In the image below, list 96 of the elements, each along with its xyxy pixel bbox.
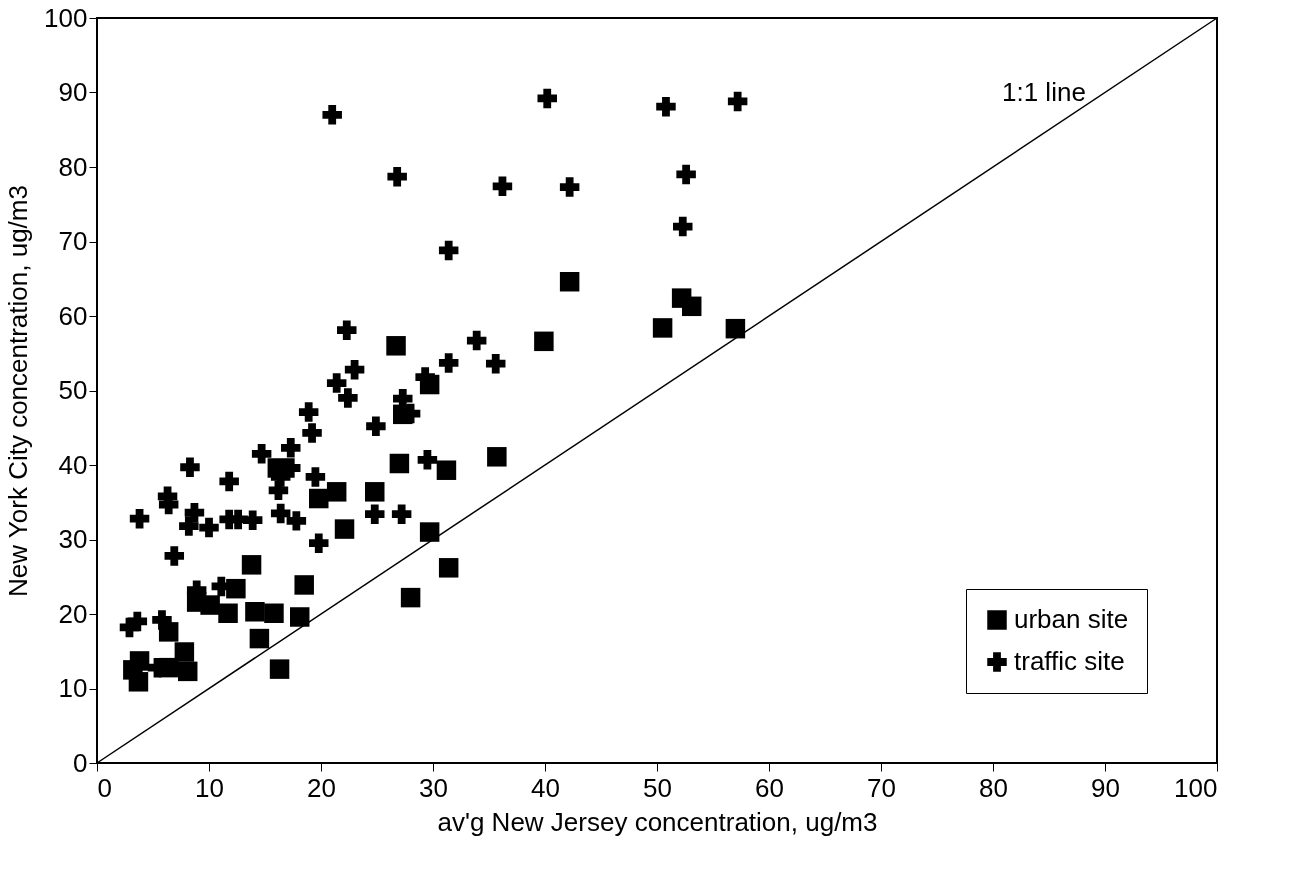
point <box>417 450 438 470</box>
point <box>251 444 272 464</box>
point <box>322 105 342 125</box>
point <box>294 575 314 595</box>
point <box>487 447 507 467</box>
point <box>559 177 580 197</box>
y-tick-label: 40 <box>58 449 88 480</box>
point <box>387 166 407 187</box>
point <box>334 519 355 539</box>
point <box>174 642 195 662</box>
point <box>180 457 200 477</box>
y-tick-label: 100 <box>44 2 88 33</box>
point <box>152 610 172 630</box>
x-tick-label: 0 <box>97 772 112 803</box>
point <box>725 318 746 339</box>
point <box>438 353 459 373</box>
point <box>337 320 357 340</box>
point <box>436 460 457 480</box>
x-tick-label: 80 <box>979 772 1008 803</box>
y-tick-label: 30 <box>58 524 88 554</box>
point <box>286 511 307 531</box>
x-tick-label: 20 <box>307 772 336 803</box>
point <box>727 91 748 112</box>
point <box>199 517 219 538</box>
point <box>309 488 329 509</box>
point <box>128 672 149 692</box>
point <box>652 318 673 338</box>
x-tick-label: 30 <box>419 772 448 803</box>
y-tick-label: 20 <box>58 598 88 629</box>
x-tick-label: 100 <box>1174 772 1218 803</box>
point <box>249 628 270 649</box>
point <box>534 331 554 352</box>
point <box>438 240 459 261</box>
point <box>242 510 263 530</box>
y-tick-label: 10 <box>58 673 88 703</box>
point <box>681 296 702 317</box>
point <box>366 416 386 437</box>
point <box>268 480 289 501</box>
point <box>365 504 385 524</box>
point <box>400 587 421 608</box>
x-tick-label: 60 <box>755 772 784 803</box>
point <box>676 164 696 185</box>
point <box>218 603 238 623</box>
point <box>241 555 262 575</box>
point <box>302 423 322 443</box>
point <box>289 607 310 627</box>
x-tick-label: 40 <box>531 772 560 803</box>
point <box>281 438 301 458</box>
y-tick-label: 80 <box>58 151 88 182</box>
point <box>270 503 291 524</box>
point <box>179 516 199 536</box>
point <box>129 651 150 671</box>
point <box>386 336 406 356</box>
point <box>485 353 506 374</box>
point <box>200 595 220 615</box>
point <box>298 402 319 422</box>
point <box>559 271 580 292</box>
point <box>129 508 150 529</box>
annotation: 1:1 line <box>1002 77 1086 107</box>
point <box>226 578 246 599</box>
point <box>326 482 347 502</box>
legend-label: traffic site <box>1014 646 1125 676</box>
point <box>344 359 365 380</box>
point <box>389 453 410 474</box>
point <box>492 176 513 197</box>
legend-label: urban site <box>1014 604 1129 634</box>
x-tick-label: 90 <box>1091 772 1120 803</box>
x-tick-label: 50 <box>643 772 672 803</box>
point <box>309 533 329 553</box>
point <box>419 522 440 542</box>
point <box>177 661 198 682</box>
x-tick-label: 70 <box>867 772 896 803</box>
x-tick-label: 10 <box>195 772 224 803</box>
point <box>466 330 487 351</box>
point <box>245 602 265 622</box>
y-tick-label: 50 <box>58 375 88 405</box>
point <box>127 611 148 632</box>
point <box>656 96 676 117</box>
point <box>326 373 347 393</box>
point <box>365 482 385 502</box>
point <box>391 504 412 524</box>
y-tick-label: 70 <box>58 226 88 256</box>
point <box>438 558 459 578</box>
point <box>537 88 557 109</box>
y-axis-title: New York City concentration, ug/m3 <box>3 185 34 597</box>
y-tick-label: 0 <box>73 747 88 778</box>
y-tick-label: 90 <box>58 77 88 107</box>
point <box>264 603 284 623</box>
point <box>673 216 693 237</box>
x-axis-title: av'g New Jersey concentration, ug/m3 <box>437 806 878 837</box>
point <box>269 659 290 679</box>
point <box>164 546 185 566</box>
point <box>219 471 239 492</box>
point <box>305 467 326 487</box>
point <box>338 388 358 408</box>
y-tick-label: 60 <box>58 300 88 331</box>
